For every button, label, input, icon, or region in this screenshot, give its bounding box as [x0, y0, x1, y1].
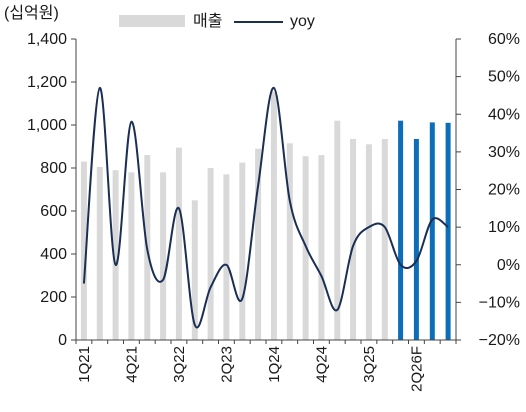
x-tick-label: 4Q21: [123, 346, 140, 383]
left-tick-label: 600: [40, 203, 67, 220]
bar-4Q25: [381, 139, 388, 340]
left-tick-label: 1,000: [27, 117, 67, 134]
x-tick-label: 4Q24: [313, 346, 330, 383]
right-axis-ticks: −20% −10% 0% 10% 20% 30% 40% 50% 60%: [456, 31, 520, 349]
right-tick-label: 10%: [488, 219, 520, 236]
x-tick-label: 2Q26F: [408, 346, 425, 392]
left-tick-label: 0: [58, 332, 67, 349]
bar-2Q24: [286, 143, 293, 340]
right-tick-label: 20%: [488, 182, 520, 199]
right-tick-label: 30%: [488, 144, 520, 161]
bar-1Q21: [80, 161, 87, 340]
bar-3Q22: [175, 147, 182, 340]
bar-2Q21: [96, 166, 103, 340]
bar-1Q25: [334, 120, 341, 340]
bar-2Q22: [160, 172, 167, 340]
line-series: [82, 86, 449, 329]
right-tick-label: 40%: [488, 106, 520, 123]
right-tick-label: 60%: [488, 31, 520, 48]
bar-3Q21: [112, 170, 119, 340]
left-tick-label: 1,200: [27, 74, 67, 91]
legend: 매출 yoy: [119, 12, 315, 30]
right-tick-label: −10%: [479, 294, 520, 311]
bar-1Q23: [207, 168, 214, 340]
bar-4Q24: [318, 155, 325, 340]
yoy-line: [82, 86, 449, 329]
legend-bar-swatch: [119, 15, 185, 27]
x-tick-label: 1Q21: [76, 346, 93, 383]
legend-bar-label: 매출: [193, 12, 222, 30]
right-tick-label: 0%: [497, 257, 520, 274]
left-tick-label: 800: [40, 160, 67, 177]
x-tick-label: 3Q22: [171, 346, 188, 383]
left-axis-ticks: 0 200 400 600 800 1,000 1,200 1,400: [27, 31, 76, 349]
bar-3Q25: [365, 144, 372, 340]
x-tick-label: 3Q25: [361, 346, 378, 383]
bar-3Q26F: [429, 122, 435, 341]
left-tick-label: 400: [40, 246, 67, 263]
bar-series: [80, 91, 451, 341]
bar-2Q26F: [413, 139, 419, 340]
bar-4Q22: [191, 200, 198, 341]
bar-4Q26F: [445, 122, 451, 340]
x-axis-ticks: 1Q21 4Q21 3Q22 2Q23 1Q24 4Q24 3Q25 2Q26F: [75, 340, 457, 392]
left-tick-label: 200: [40, 289, 67, 306]
bar-3Q23: [239, 162, 246, 340]
bar-4Q23: [255, 148, 262, 340]
bar-1Q24: [270, 91, 277, 340]
right-tick-label: −20%: [479, 332, 520, 349]
legend-line-label: yoy: [290, 13, 315, 30]
x-tick-label: 1Q24: [266, 346, 283, 383]
right-tick-label: 50%: [488, 69, 520, 86]
bar-2Q25: [350, 139, 357, 340]
bar-4Q21: [128, 172, 135, 340]
bar-2Q23: [223, 174, 230, 340]
bar-1Q26F: [398, 120, 404, 340]
left-tick-label: 1,400: [27, 31, 67, 48]
unit-label: (십억원): [4, 4, 59, 22]
x-tick-label: 2Q23: [218, 346, 235, 383]
